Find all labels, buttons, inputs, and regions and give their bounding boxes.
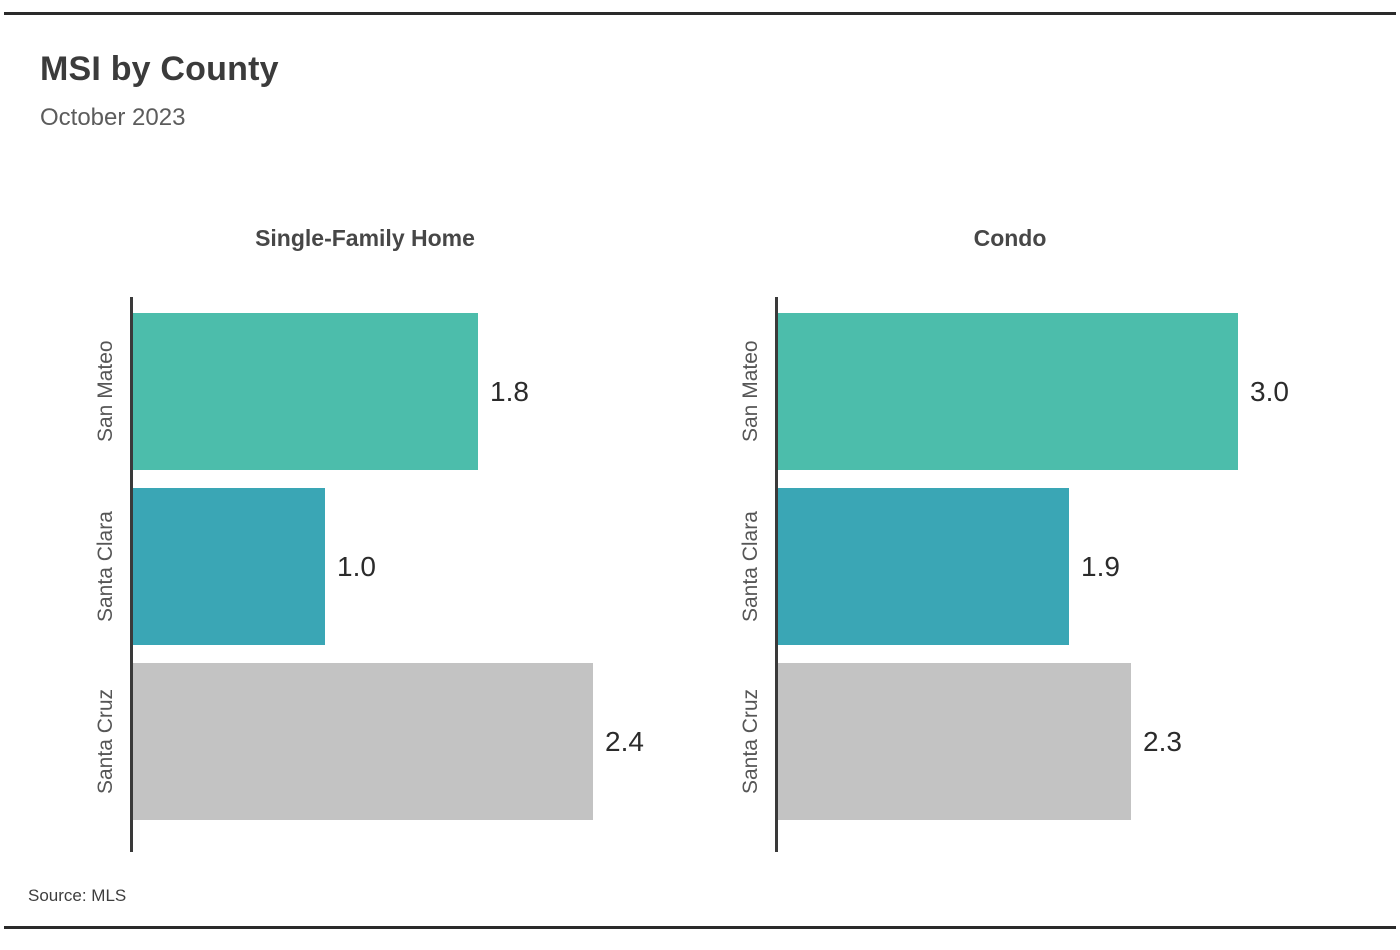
chart-single-family-home: Single-Family Home San Mateo 1.8 Santa Cla… bbox=[86, 225, 666, 870]
top-divider bbox=[4, 12, 1396, 15]
bar bbox=[133, 488, 325, 645]
category-label: San Mateo bbox=[94, 340, 117, 443]
page-title: MSI by County bbox=[40, 50, 279, 88]
bar bbox=[778, 313, 1238, 470]
chart-title: Single-Family Home bbox=[255, 225, 475, 251]
value-label: 2.4 bbox=[605, 725, 644, 757]
category-label: Santa Cruz bbox=[94, 688, 117, 795]
value-label: 3.0 bbox=[1250, 375, 1289, 407]
bar bbox=[778, 663, 1131, 820]
value-label: 1.8 bbox=[490, 375, 529, 407]
category-label: Santa Cruz bbox=[739, 688, 762, 795]
chart-title: Condo bbox=[973, 225, 1047, 251]
bar bbox=[133, 663, 593, 820]
category-label: San Mateo bbox=[739, 340, 762, 443]
category-label: Santa Clara bbox=[94, 511, 117, 622]
y-axis-line bbox=[775, 297, 778, 852]
chart-condo: Condo San Mateo 3.0 Santa Clara 1.9 Santa Cr… bbox=[731, 225, 1311, 870]
bottom-divider bbox=[4, 926, 1396, 929]
category-label: Santa Clara bbox=[739, 511, 762, 622]
source-note: Source: MLS bbox=[28, 886, 127, 905]
bar bbox=[133, 313, 478, 470]
value-label: 2.3 bbox=[1143, 725, 1182, 757]
y-axis-line bbox=[130, 297, 133, 852]
page-subtitle: October 2023 bbox=[40, 104, 186, 131]
value-label: 1.9 bbox=[1081, 550, 1120, 582]
bar bbox=[778, 488, 1069, 645]
value-label: 1.0 bbox=[337, 550, 376, 582]
